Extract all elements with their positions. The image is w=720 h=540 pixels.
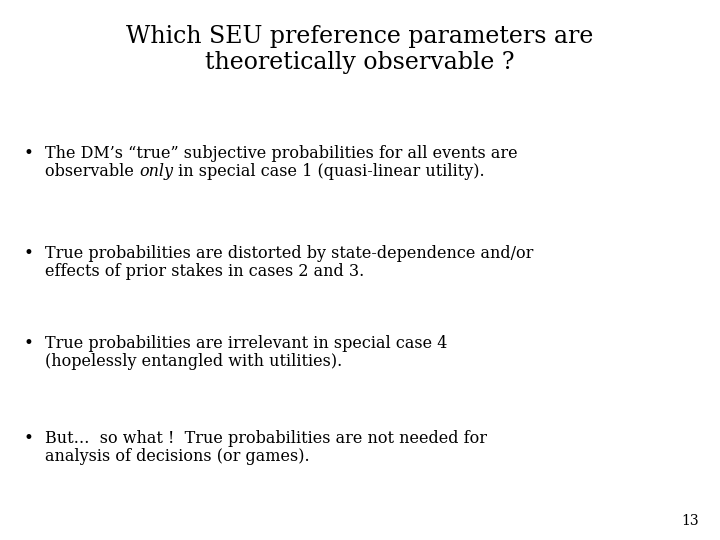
Text: The DM’s “true” subjective probabilities for all events are: The DM’s “true” subjective probabilities… bbox=[45, 145, 518, 162]
Text: True probabilities are distorted by state-dependence and/or: True probabilities are distorted by stat… bbox=[45, 245, 534, 262]
Text: 13: 13 bbox=[681, 514, 699, 528]
Text: But…  so what !  True probabilities are not needed for: But… so what ! True probabilities are no… bbox=[45, 430, 487, 447]
Text: only: only bbox=[139, 163, 173, 180]
Text: True probabilities are irrelevant in special case 4: True probabilities are irrelevant in spe… bbox=[45, 335, 447, 352]
Text: •: • bbox=[23, 245, 33, 262]
Text: •: • bbox=[23, 145, 33, 162]
Text: observable: observable bbox=[45, 163, 139, 180]
Text: •: • bbox=[23, 430, 33, 447]
Text: Which SEU preference parameters are: Which SEU preference parameters are bbox=[126, 25, 594, 48]
Text: •: • bbox=[23, 335, 33, 352]
Text: in special case 1 (quasi-linear utility).: in special case 1 (quasi-linear utility)… bbox=[173, 163, 485, 180]
Text: (hopelessly entangled with utilities).: (hopelessly entangled with utilities). bbox=[45, 353, 342, 370]
Text: theoretically observable ?: theoretically observable ? bbox=[205, 51, 515, 74]
Text: effects of prior stakes in cases 2 and 3.: effects of prior stakes in cases 2 and 3… bbox=[45, 263, 364, 280]
Text: analysis of decisions (or games).: analysis of decisions (or games). bbox=[45, 448, 310, 465]
